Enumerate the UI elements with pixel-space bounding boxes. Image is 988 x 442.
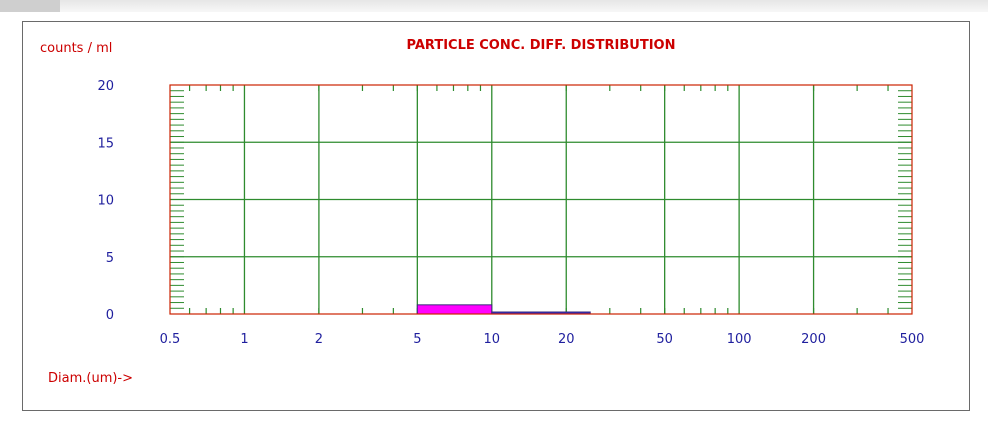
x-tick-label: 0.5	[160, 332, 181, 347]
y-axis-label: counts / ml	[40, 41, 112, 56]
distribution-bar	[416, 304, 493, 315]
plot-area-border	[169, 84, 913, 315]
x-tick-label: 10	[484, 332, 501, 347]
y-tick-label: 20	[97, 79, 114, 94]
x-tick-label: 50	[656, 332, 673, 347]
window-tab	[0, 0, 60, 12]
x-tick-label: 20	[558, 332, 575, 347]
bars-layer	[416, 304, 591, 315]
chart-frame	[22, 21, 970, 411]
grid-layer	[170, 85, 912, 314]
x-tick-label: 100	[727, 332, 752, 347]
x-tick-label: 1	[240, 332, 248, 347]
window-top-strip	[0, 0, 988, 12]
chart-title: PARTICLE CONC. DIFF. DISTRIBUTION	[407, 38, 676, 53]
x-tick-label: 2	[315, 332, 323, 347]
minor-ticks-layer	[170, 85, 912, 314]
y-tick-label: 0	[106, 308, 114, 323]
x-tick-label: 5	[413, 332, 421, 347]
x-tick-label: 500	[900, 332, 925, 347]
x-axis-label: Diam.(um)->	[48, 371, 133, 386]
y-tick-label: 5	[106, 251, 114, 266]
y-tick-label: 15	[97, 136, 114, 151]
labels-layer: 0.5 1 2 5 10 20 50 100 200 500 0 5 10 15 20	[97, 79, 924, 347]
x-tick-label: 200	[801, 332, 826, 347]
y-tick-label: 10	[97, 194, 114, 209]
